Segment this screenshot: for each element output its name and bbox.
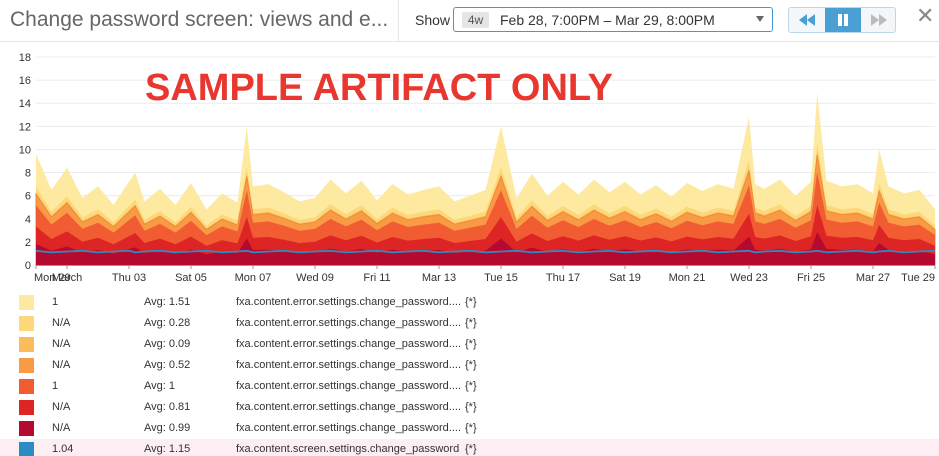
y-tick-label: 14 — [19, 98, 31, 110]
legend-scope: {*} — [465, 443, 477, 455]
legend-metric-name: fxa.content.error.settings.change_passwo… — [236, 401, 462, 413]
legend-scope: {*} — [465, 338, 477, 350]
x-tick-label: Mar 13 — [422, 272, 456, 284]
x-tick-label: Mon 29 — [34, 272, 71, 284]
playback-controls — [788, 7, 896, 33]
legend-current-value: N/A — [52, 359, 71, 371]
y-tick-label: 2 — [25, 237, 31, 249]
y-tick-label: 4 — [25, 214, 31, 226]
rewind-icon — [799, 14, 815, 26]
legend-current-value: N/A — [52, 317, 71, 329]
x-tick-label: Fri 11 — [363, 272, 390, 284]
legend-metric-name: fxa.content.screen.settings.change_passw… — [236, 443, 460, 455]
legend-scope: {*} — [465, 296, 477, 308]
legend-average: Avg: 0.81 — [144, 401, 191, 413]
legend-average: Avg: 1.15 — [144, 443, 191, 455]
watermark-text: SAMPLE ARTIFACT ONLY — [145, 67, 613, 109]
x-tick-label: Mon 21 — [669, 272, 706, 284]
x-tick-label: Sat 19 — [609, 272, 641, 284]
legend-current-value: 1.04 — [52, 443, 74, 455]
header-divider — [398, 0, 399, 42]
legend-swatch — [19, 400, 34, 415]
legend-row[interactable]: 1 Avg: 1 fxa.content.error.settings.change… — [0, 376, 939, 397]
legend-metric-name: fxa.content.error.settings.change_passwo… — [236, 380, 462, 392]
x-tick-label: Thu 17 — [546, 272, 580, 284]
legend-current-value: N/A — [52, 338, 71, 350]
legend-swatch — [19, 379, 34, 394]
legend-current-value: N/A — [52, 422, 71, 434]
page-title: Change password screen: views and e... — [10, 8, 389, 31]
rewind-button[interactable] — [789, 8, 825, 32]
chart-areas — [35, 92, 936, 266]
legend-average: Avg: 0.52 — [144, 359, 191, 371]
x-tick-label: March — [52, 272, 83, 284]
legend-average: Avg: 1.51 — [144, 296, 191, 308]
legend-row[interactable]: 1.04 Avg: 1.15 fxa.content.screen.settings… — [0, 439, 939, 456]
show-label: Show — [415, 12, 451, 28]
legend-row[interactable]: N/A Avg: 0.52 fxa.content.error.settings.c… — [0, 355, 939, 376]
legend-metric-name: fxa.content.error.settings.change_passwo… — [236, 422, 462, 434]
x-tick-label: Thu 03 — [112, 272, 146, 284]
x-tick-label: Tue 29 — [901, 272, 935, 284]
legend-current-value: N/A — [52, 401, 71, 413]
legend-swatch — [19, 295, 34, 310]
header-bar: Change password screen: views and e... S… — [0, 0, 939, 42]
legend-average: Avg: 0.99 — [144, 422, 191, 434]
fast-forward-button[interactable] — [861, 8, 895, 32]
y-tick-label: 0 — [25, 260, 31, 272]
x-tick-label: Wed 23 — [730, 272, 768, 284]
y-tick-label: 12 — [19, 121, 31, 133]
legend-scope: {*} — [465, 401, 477, 413]
y-tick-label: 18 — [19, 52, 31, 64]
legend-metric-name: fxa.content.error.settings.change_passwo… — [236, 338, 462, 350]
legend-swatch — [19, 316, 34, 331]
legend-swatch — [19, 337, 34, 352]
x-tick-label: Tue 15 — [484, 272, 518, 284]
y-tick-label: 10 — [19, 144, 31, 156]
legend-scope: {*} — [465, 359, 477, 371]
pause-icon — [838, 14, 848, 26]
legend-row[interactable]: N/A Avg: 0.28 fxa.content.error.settings.c… — [0, 313, 939, 334]
legend-row[interactable]: N/A Avg: 0.99 fxa.content.error.settings.c… — [0, 418, 939, 439]
legend-average: Avg: 1 — [144, 380, 175, 392]
y-tick-label: 8 — [25, 168, 31, 180]
legend-average: Avg: 0.09 — [144, 338, 191, 350]
legend-swatch — [19, 442, 34, 456]
pause-button[interactable] — [825, 8, 861, 32]
legend-average: Avg: 0.28 — [144, 317, 191, 329]
legend-swatch — [19, 358, 34, 373]
range-text: Feb 28, 7:00PM – Mar 29, 8:00PM — [500, 12, 715, 28]
legend-current-value: 1 — [52, 296, 59, 308]
y-tick-label: 6 — [25, 191, 31, 203]
line-series-screen — [35, 249, 936, 254]
legend-scope: {*} — [465, 317, 477, 329]
legend-metric-name: fxa.content.error.settings.change_passwo… — [236, 296, 462, 308]
x-tick-label: Fri 25 — [797, 272, 825, 284]
x-tick-label: Sat 05 — [175, 272, 207, 284]
y-axis: 0 2 4 6 8 10 12 14 16 18 — [19, 52, 31, 272]
legend-metric-name: fxa.content.error.settings.change_passwo… — [236, 359, 462, 371]
area-series-7 — [36, 232, 935, 265]
legend-row[interactable]: 1 Avg: 1.51 fxa.content.error.settings.cha… — [0, 292, 939, 313]
close-icon[interactable]: ✕ — [916, 3, 935, 28]
y-tick-label: 16 — [19, 75, 31, 87]
caret-down-icon — [756, 16, 764, 22]
legend-scope: {*} — [465, 380, 477, 392]
legend-scope: {*} — [465, 422, 477, 434]
legend-current-value: 1 — [52, 380, 59, 392]
legend-metric-name: fxa.content.error.settings.change_passwo… — [236, 317, 462, 329]
x-tick-label: Wed 09 — [296, 272, 334, 284]
legend-row[interactable]: N/A Avg: 0.81 fxa.content.error.settings.c… — [0, 397, 939, 418]
legend-row[interactable]: N/A Avg: 0.09 fxa.content.error.settings.c… — [0, 334, 939, 355]
x-tick-label: Mar 27 — [856, 272, 890, 284]
legend-swatch — [19, 421, 34, 436]
x-tick-label: Mon 07 — [235, 272, 272, 284]
time-range-select[interactable]: 4w Feb 28, 7:00PM – Mar 29, 8:00PM — [453, 7, 773, 32]
fast-forward-icon — [871, 14, 887, 26]
range-badge: 4w — [462, 12, 489, 28]
